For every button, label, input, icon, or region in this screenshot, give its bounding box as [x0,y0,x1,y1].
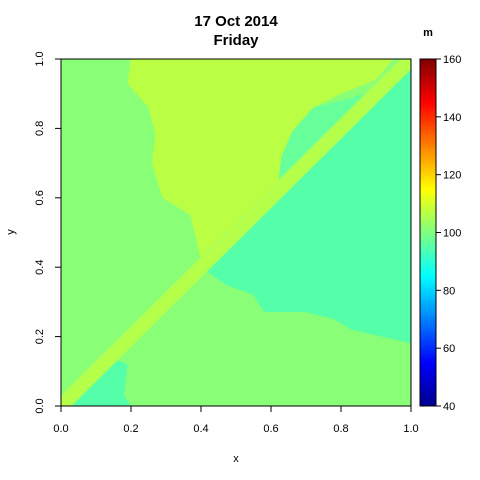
colorbar-tick-label: 100 [443,228,461,240]
y-tick-label: 0.0 [34,398,46,413]
x-tick-label: 0.0 [53,423,68,435]
colorbar-unit: m [423,27,433,39]
x-tick-label: 0.8 [333,423,348,435]
colorbar-tick-label: 120 [443,170,461,182]
colorbar-tick-label: 160 [443,54,461,66]
chart-title: 17 Oct 2014 [194,13,278,30]
x-tick-label: 0.4 [193,423,208,435]
y-axis-label: y [5,229,17,235]
y-tick-label: 0.6 [34,190,46,205]
y-tick-label: 0.8 [34,121,46,136]
x-tick-label: 0.2 [123,423,138,435]
colorbar-tick-label: 80 [443,285,455,297]
colorbar [419,58,437,407]
y-tick-label: 0.4 [34,260,46,275]
y-axis: 0.0 0.2 0.4 0.6 0.8 1.0 [34,51,61,414]
x-axis-label: x [233,453,239,465]
heatmap-region-upper-middle [127,59,394,261]
colorbar-tick-label: 60 [443,343,455,355]
x-tick-label: 0.6 [263,423,278,435]
y-tick-label: 1.0 [34,51,46,66]
heatmap-region-right-lower [201,59,411,344]
colorbar-tick-label: 140 [443,112,461,124]
colorbar-tick-label: 40 [443,401,455,413]
colorbar-axis: 40 60 80 100 120 140 160 [436,54,461,413]
x-axis: 0.0 0.2 0.4 0.6 0.8 1.0 [53,406,419,435]
heatmap-plot [61,59,411,406]
y-tick-label: 0.2 [34,329,46,344]
plot-frame [60,58,412,407]
heatmap-region-bottom-middle [110,267,411,406]
diagonal-seam [61,59,411,406]
chart-subtitle: Friday [213,32,259,49]
x-tick-label: 1.0 [403,423,418,435]
